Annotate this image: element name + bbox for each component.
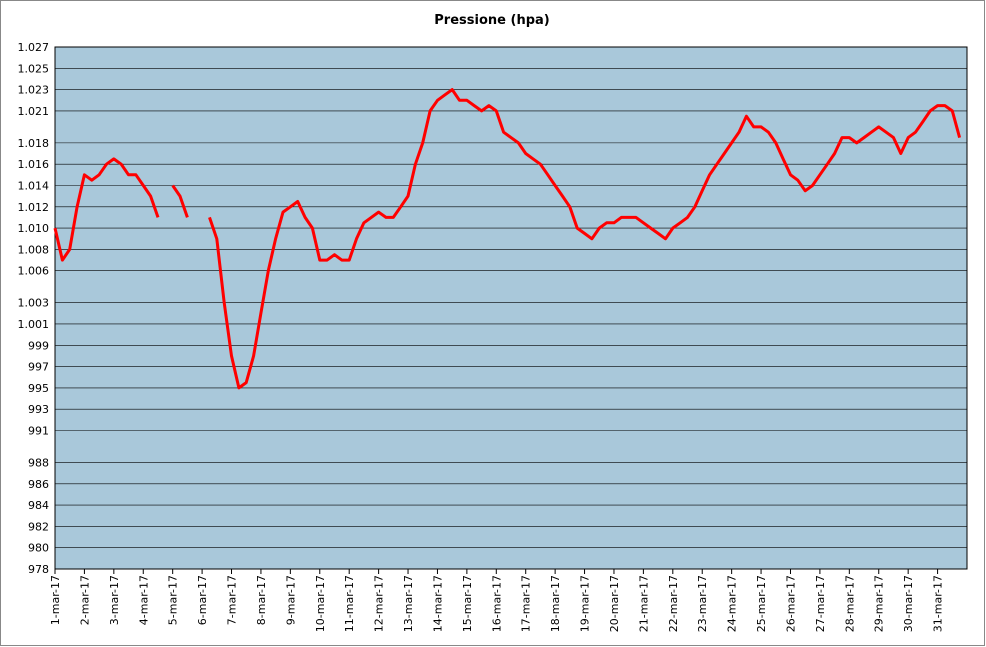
- data-line: [53, 88, 962, 390]
- x-tick-label: 22-mar-17: [667, 575, 680, 632]
- x-tick-label: 14-mar-17: [431, 575, 444, 632]
- y-tick-label: 1.008: [18, 243, 50, 256]
- y-tick-label: 997: [28, 361, 49, 374]
- x-tick-label: 9-mar-17: [284, 575, 297, 625]
- x-tick-label: 12-mar-17: [373, 575, 386, 632]
- x-tick-label: 17-mar-17: [520, 575, 533, 632]
- y-tick-label: 1.023: [18, 84, 50, 97]
- x-tick-label: 16-mar-17: [490, 575, 503, 632]
- y-tick-label: 980: [28, 542, 49, 555]
- x-tick-label: 18-mar-17: [549, 575, 562, 632]
- y-tick-label: 991: [28, 425, 49, 438]
- x-tick-label: 31-mar-17: [932, 575, 945, 632]
- x-tick-label: 8-mar-17: [255, 575, 268, 625]
- x-tick-label: 3-mar-17: [108, 575, 121, 625]
- x-tick-label: 29-mar-17: [873, 575, 886, 632]
- plot-border: [54, 46, 968, 570]
- x-tick-label: 5-mar-17: [167, 575, 180, 625]
- x-tick-label: 24-mar-17: [726, 575, 739, 632]
- y-tick-label: 1.021: [18, 105, 50, 118]
- x-tick-label: 15-mar-17: [461, 575, 474, 632]
- y-tick-label: 1.027: [18, 41, 50, 54]
- y-tick-label: 1.012: [18, 201, 50, 214]
- x-tick-label: 20-mar-17: [608, 575, 621, 632]
- y-tick-label: 995: [28, 382, 49, 395]
- x-tick-label: 7-mar-17: [226, 575, 239, 625]
- x-tick-label: 28-mar-17: [843, 575, 856, 632]
- x-tick-label: 21-mar-17: [637, 575, 650, 632]
- y-tick-label: 999: [28, 339, 49, 352]
- x-tick-label: 30-mar-17: [902, 575, 915, 632]
- y-tick-label: 982: [28, 520, 49, 533]
- x-tick-label: 10-mar-17: [314, 575, 327, 632]
- x-tick-label: 1-mar-17: [49, 575, 62, 625]
- y-tick-label: 1.014: [18, 179, 50, 192]
- y-tick-label: 1.006: [18, 265, 50, 278]
- x-tick-label: 26-mar-17: [784, 575, 797, 632]
- y-tick-label: 988: [28, 456, 49, 469]
- x-tick-label: 13-mar-17: [402, 575, 415, 632]
- x-tick-label: 6-mar-17: [196, 575, 209, 625]
- y-tick-label: 1.010: [18, 222, 50, 235]
- x-tick-label: 11-mar-17: [343, 575, 356, 632]
- x-tick-label: 27-mar-17: [814, 575, 827, 632]
- y-tick-label: 984: [28, 499, 49, 512]
- y-tick-label: 978: [28, 563, 49, 576]
- x-tick-label: 19-mar-17: [579, 575, 592, 632]
- chart-title: Pressione (hpa): [434, 13, 549, 28]
- y-tick-label: 1.025: [18, 62, 50, 75]
- y-tick-label: 1.016: [18, 158, 50, 171]
- y-tick-label: 1.003: [18, 297, 50, 310]
- x-tick-label: 4-mar-17: [137, 575, 150, 625]
- plot-area: [55, 47, 967, 569]
- x-tick-label: 2-mar-17: [78, 575, 91, 625]
- y-tick-label: 1.018: [18, 137, 50, 150]
- y-tick-label: 993: [28, 403, 49, 416]
- x-tick-label: 23-mar-17: [696, 575, 709, 632]
- y-tick-label: 986: [28, 478, 49, 491]
- y-tick-label: 1.001: [18, 318, 50, 331]
- x-tick-label: 25-mar-17: [755, 575, 768, 632]
